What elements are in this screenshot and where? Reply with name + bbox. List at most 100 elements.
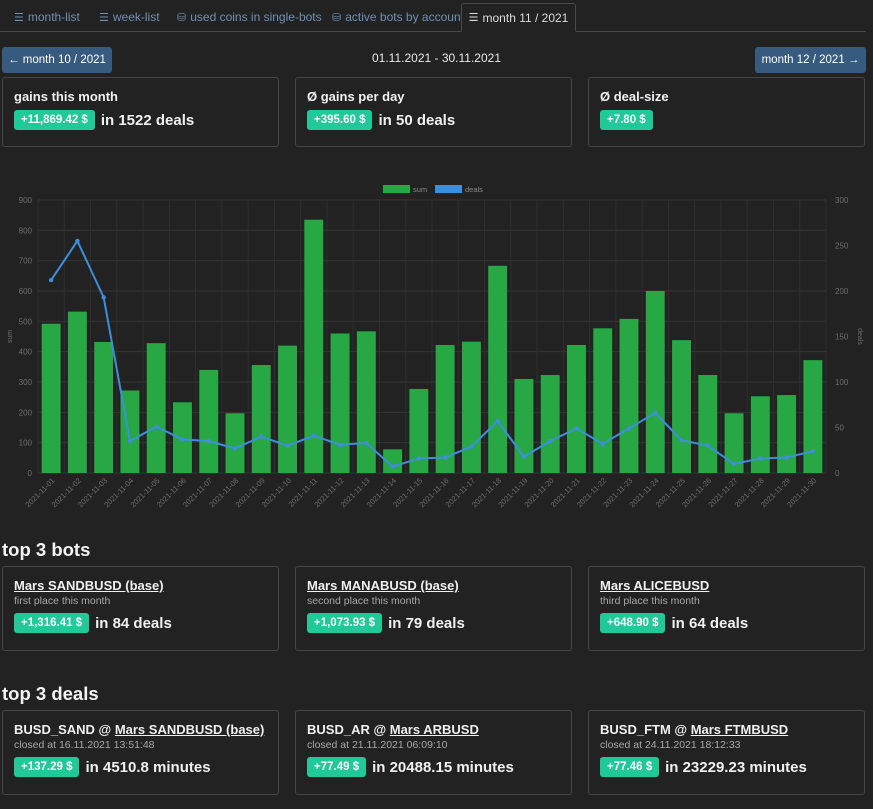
deals-point — [626, 426, 632, 431]
deals-point — [154, 424, 159, 429]
top-deal-card: BUSD_FTM @ Mars FTMBUSD closed at 24.11.… — [588, 710, 865, 795]
y2-tick-label: 200 — [835, 287, 849, 296]
y-tick-label: 200 — [19, 408, 33, 417]
bar-sum — [409, 388, 429, 473]
deals-point — [337, 442, 343, 447]
deal-count: in 79 deals — [388, 614, 465, 632]
next-month-button[interactable]: month 12 / 2021 → — [755, 47, 866, 73]
bot-link[interactable]: Mars SANDBUSD (base) — [114, 722, 265, 737]
bot-link[interactable]: Mars MANABUSD (base) — [307, 578, 459, 593]
deals-point — [259, 434, 264, 439]
bar-sum — [777, 395, 797, 473]
bar-sum — [304, 219, 324, 473]
gain-badge: +77.49 $ — [307, 757, 367, 777]
deals-point — [101, 295, 106, 300]
bar-sum — [278, 345, 297, 473]
deals-point — [416, 456, 422, 461]
deals-point — [548, 438, 553, 444]
y2-tick-label: 250 — [835, 242, 849, 251]
deals-point — [679, 438, 684, 443]
top-bots-heading: top 3 bots — [2, 539, 91, 560]
bar-sum — [435, 344, 455, 473]
gain-badge: +77.46 $ — [600, 757, 660, 777]
bar-sum — [593, 328, 613, 473]
bar-sum — [94, 341, 114, 473]
deal-duration: in 20488.15 minutes — [372, 758, 514, 776]
y2-tick-label: 150 — [835, 333, 849, 342]
gain-badge: +7.80 $ — [600, 110, 653, 130]
gain-badge: +1,073.93 $ — [307, 613, 383, 633]
coins-icon: ⛁ — [332, 11, 342, 24]
deals-point — [390, 464, 395, 469]
y-tick-label: 500 — [19, 317, 33, 326]
deals-point — [206, 438, 211, 444]
bar-sum — [514, 378, 534, 473]
top-bot-card: Mars MANABUSD (base) second place this m… — [295, 566, 572, 651]
y-tick-label: 0 — [28, 469, 33, 478]
legend-swatch-sum — [383, 185, 410, 193]
y-tick-label: 400 — [19, 348, 33, 357]
per-day-card: Ø gains per day +395.60 $ in 50 deals — [295, 77, 572, 147]
date-range: 01.11.2021 - 30.11.2021 — [372, 51, 501, 65]
bot-link[interactable]: Mars FTMBUSD — [690, 722, 789, 737]
deals-point — [705, 443, 710, 448]
deals-point — [285, 443, 290, 448]
deals-point — [731, 461, 737, 467]
tab-week-list[interactable]: ☰ week-list — [99, 10, 160, 24]
bar-sum — [803, 360, 823, 473]
bar-sum — [356, 331, 376, 473]
bot-link[interactable]: Mars ARBUSD — [389, 722, 479, 737]
bar-sum — [567, 344, 586, 473]
deals-point — [469, 444, 474, 449]
list-icon: ☰ — [99, 11, 109, 24]
place-text: first place this month — [14, 595, 111, 607]
top-deal-card: BUSD_AR @ Mars ARBUSD closed at 21.11.20… — [295, 710, 572, 795]
deal-duration: in 23229.23 minutes — [665, 758, 807, 776]
daily-gains-chart: 9008007006005004003002001000300250200150… — [7, 185, 863, 509]
y-tick-label: 900 — [19, 196, 33, 205]
closed-time: closed at 16.11.2021 13:51:48 — [14, 739, 155, 751]
closed-time: closed at 21.11.2021 06:09:10 — [307, 739, 448, 751]
y2-tick-label: 0 — [835, 469, 840, 478]
gain-badge: +11,869.42 $ — [14, 110, 95, 130]
gain-badge: +395.60 $ — [307, 110, 373, 130]
list-icon: ☰ — [468, 12, 479, 24]
bar-sum — [750, 396, 770, 473]
gains-card: gains this month +11,869.42 $ in 1522 dea… — [2, 77, 279, 147]
bot-link[interactable]: Mars SANDBUSD (base) — [14, 578, 164, 593]
y-axis-label: sum — [7, 330, 14, 343]
top-deal-card: BUSD_SAND @ Mars SANDBUSD (base) closed … — [2, 710, 279, 795]
deals-point — [442, 455, 448, 460]
prev-month-button[interactable]: ← month 10 / 2021 — [2, 47, 112, 73]
tab-used-coins[interactable]: ⛁ used coins in single-bots — [177, 10, 322, 24]
deals-point — [364, 440, 369, 446]
deals-point — [600, 441, 605, 447]
card-title: Ø deal-size — [600, 89, 669, 104]
legend-swatch-deals — [435, 185, 462, 193]
y-tick-label: 800 — [19, 226, 33, 235]
deal-duration: in 4510.8 minutes — [85, 758, 211, 776]
deals-line — [50, 238, 814, 468]
place-text: third place this month — [600, 595, 700, 607]
deal-count: in 84 deals — [95, 614, 172, 632]
deals-point — [311, 433, 316, 438]
bar-sum — [461, 341, 481, 473]
bar-sum — [330, 333, 350, 473]
deal-count: in 50 deals — [378, 111, 456, 129]
y2-tick-label: 50 — [835, 424, 844, 433]
deals-point — [758, 456, 763, 461]
bot-link[interactable]: Mars ALICEBUSD — [600, 578, 710, 593]
tab-month-list[interactable]: ☰ month-list — [14, 10, 80, 24]
bar-sum — [146, 343, 166, 473]
deals-point — [127, 438, 133, 444]
tab-active-bots[interactable]: ⛁ active bots by account — [332, 10, 464, 24]
gain-badge: +1,316.41 $ — [14, 613, 90, 633]
top-bot-card: Mars SANDBUSD (base) first place this mo… — [2, 566, 279, 651]
deals-point — [653, 410, 658, 416]
bar-sum — [199, 369, 219, 473]
top-bot-card: Mars ALICEBUSD third place this month +6… — [588, 566, 865, 651]
bar-sum — [67, 311, 87, 473]
tab-month-current[interactable]: ☰ month 11 / 2021 — [461, 3, 576, 32]
bar-sum — [724, 413, 744, 473]
deals-point — [521, 454, 527, 459]
